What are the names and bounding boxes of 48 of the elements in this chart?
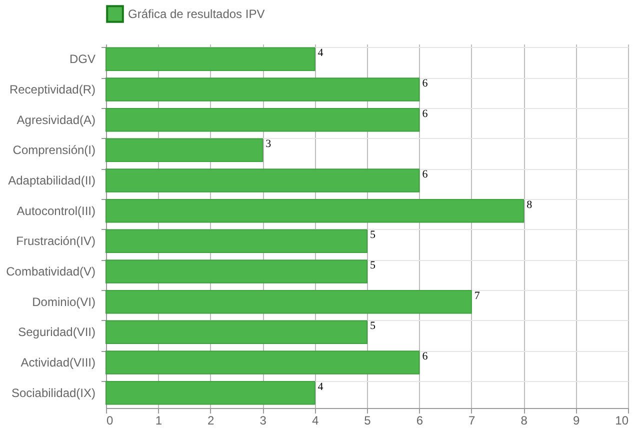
- x-tick-label: 10: [615, 414, 629, 428]
- y-tick-label: Combatividad(V): [6, 264, 96, 278]
- data-label: 7: [474, 290, 480, 302]
- x-tick-label: 9: [572, 414, 580, 428]
- x-tick-label: 3: [260, 414, 267, 428]
- data-label: 5: [370, 229, 376, 242]
- bar: [106, 380, 316, 405]
- bar: [106, 260, 368, 284]
- y-tick-label: Sociabilidad(IX): [11, 386, 96, 400]
- bar: [106, 198, 524, 223]
- y-tick-label: Actividad(VIII): [20, 356, 96, 370]
- data-label: 5: [370, 320, 376, 332]
- bar: [106, 350, 420, 374]
- x-tick-label: 2: [208, 414, 215, 428]
- bar: [106, 168, 420, 192]
- x-tick-label: 5: [364, 414, 372, 428]
- x-tick-label: 0: [106, 414, 114, 428]
- y-tick-label: Receptividad(R): [9, 82, 96, 96]
- data-label: 3: [266, 138, 272, 150]
- y-tick-label: Adaptabilidad(II): [8, 174, 96, 188]
- data-label: 6: [422, 78, 428, 90]
- bar: [106, 138, 264, 162]
- y-tick-label: DGV: [69, 52, 96, 66]
- y-tick-label: Agresividad(A): [16, 112, 96, 127]
- legend-label: Gráfica de resultados IPV: [128, 7, 265, 21]
- data-label: 5: [370, 260, 376, 272]
- data-label: 4: [318, 47, 324, 60]
- data-label: 4: [318, 380, 324, 393]
- bar: [106, 47, 316, 72]
- x-tick-label: 8: [520, 414, 528, 428]
- bar: [106, 229, 368, 254]
- x-tick-label: 4: [312, 414, 319, 428]
- bar: [106, 290, 472, 314]
- bar: [106, 320, 368, 344]
- data-label: 6: [422, 350, 428, 362]
- y-tick-label: Comprensión(I): [12, 143, 96, 158]
- x-tick-label: 1: [155, 414, 162, 428]
- y-tick-label: Dominio(VI): [32, 294, 96, 309]
- bar: [106, 108, 420, 132]
- data-label: 8: [526, 198, 533, 211]
- x-tick-label: 7: [468, 414, 476, 428]
- x-tick-label: 6: [416, 414, 424, 428]
- y-tick-label: Autocontrol(III): [16, 204, 96, 218]
- bar: [106, 78, 420, 102]
- data-label: 6: [422, 168, 428, 180]
- data-label: 6: [422, 108, 428, 120]
- y-tick-label: Seguridad(VII): [18, 325, 96, 340]
- y-tick-label: Frustración(IV): [16, 234, 96, 248]
